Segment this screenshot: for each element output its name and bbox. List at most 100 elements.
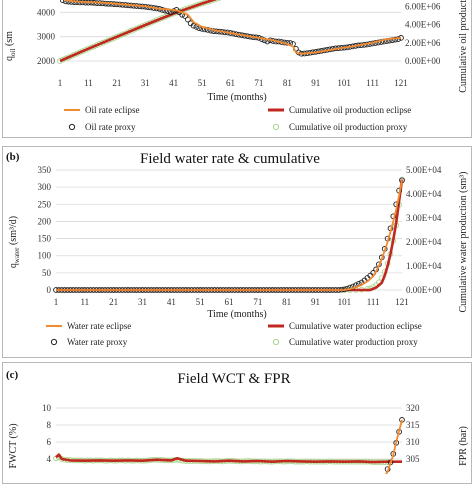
y-left-tick-label: 250 [38,199,52,209]
x-tick-label: 31 [141,78,150,88]
y-left-tick-label: 100 [38,251,52,261]
legend-label: Water rate proxy [67,337,128,347]
x-tick-label: 61 [226,78,235,88]
panel-oil: 2000300040005000 0.00E+002.00E+064.00E+0… [0,0,474,140]
data-point [60,0,65,3]
x-tick-label: 41 [167,297,176,307]
legend-label: Cumulative oil production eclipse [289,105,411,115]
x-tick-label: 81 [282,297,291,307]
x-tick-label: 11 [80,297,89,307]
y-left-tick-label: 8 [47,420,52,430]
y-left-tick-label: 0 [47,285,52,295]
chart-water-title: Field water rate & cumulative [140,151,320,167]
chart-water-right-ticks: 0.00E+00 1.00E+04 2.00E+04 3.00E+04 4.00E+04… [406,165,442,295]
chart-oil-ylabel-sub: oil [9,49,17,56]
x-tick-label: 81 [283,78,292,88]
y-left-tick-label: 150 [38,234,52,244]
chart-oil-ylabel-left: qoil (sm [4,31,17,61]
chart-oil-svg: 2000300040005000 0.00E+002.00E+064.00E+0… [0,0,474,140]
y-right-tick-label: 6.00E+06 [405,1,441,11]
y-left-tick-label: 6 [47,437,52,447]
chart-water-xlabel: Time (months) [207,309,266,320]
legend-marker [273,339,278,344]
panel-water: (b) Field water rate & cumulative 0 50 100… [0,146,474,358]
series-line [56,180,402,290]
y-right-tick-label: 0.00E+00 [406,285,442,295]
y-right-tick-label: 3.00E+04 [406,213,442,223]
series-water-rate-proxy [54,178,405,293]
y-right-tick-label: 4.00E+06 [405,20,441,30]
y-right-tick-label: 5.00E+04 [406,165,442,175]
chart-water-left-ticks: 0 50 100 150 200 250 300 350 [38,165,52,295]
legend-label: Oil rate proxy [85,122,136,132]
legend-label: Water rate eclipse [67,321,131,331]
x-tick-label: 101 [337,78,351,88]
chart-oil-legend: Oil rate eclipse Cumulative oil productio… [64,105,411,132]
x-tick-label: 91 [311,78,320,88]
y-left-tick-label: 350 [38,165,52,175]
x-tick-label: 31 [138,297,147,307]
x-tick-label: 71 [253,297,262,307]
x-tick-label: 51 [198,78,207,88]
chart-water-ylabel-right: Cumulative water production (sm³) [458,171,469,312]
chart-water-ylabel-sub: water [13,247,21,263]
chart-wct-fpr-grid [56,408,402,459]
chart-water-grid [56,170,402,290]
legend-label: Oil rate eclipse [85,105,139,115]
series-cumulative-water-production-eclipse [56,180,402,290]
x-tick-label: 91 [311,297,320,307]
x-tick-label: 121 [395,297,409,307]
y-left-tick-label: 10 [42,403,52,413]
chart-water-series [54,177,405,292]
y-right-tick-label: 2.00E+06 [405,38,441,48]
chart-oil-series [58,0,404,63]
chart-water-ylabel-unit: (sm³/d) [8,216,19,248]
y-right-tick-label: 0.00E+00 [405,56,441,66]
x-tick-label: 111 [366,78,379,88]
chart-water-ylabel-left: qwater (sm³/d) [8,216,21,268]
series-oil-rate-proxy [60,0,403,56]
y-right-tick-label: 315 [406,420,420,430]
legend-marker [273,124,278,129]
chart-oil-ylabel-right: Cumulative oil production [458,0,469,93]
x-tick-label: 61 [225,297,234,307]
x-tick-label: 41 [169,78,178,88]
x-tick-label: 121 [394,78,408,88]
y-left-tick-label: 3000 [37,32,56,42]
x-tick-label: 21 [112,78,121,88]
x-tick-label: 111 [367,297,380,307]
legend-label: Cumulative oil production proxy [289,122,408,132]
x-tick-label: 1 [58,78,63,88]
y-right-tick-label: 2.00E+04 [406,237,442,247]
chart-oil-ylabel-unit: (sm [4,31,15,49]
chart-oil-right-ticks: 0.00E+002.00E+064.00E+066.00E+068.00E+06 [405,0,441,66]
chart-water-svg: (b) Field water rate & cumulative 0 50 100… [0,146,474,358]
y-left-tick-label: 300 [38,182,52,192]
legend-marker [51,339,56,344]
y-left-tick-label: 2000 [37,56,56,66]
chart-wct-fpr-ylabel-left: FWCT (%) [8,423,19,468]
chart-oil-xlabel: Time (months) [207,92,266,103]
y-right-tick-label: 4.00E+04 [406,189,442,199]
y-right-tick-label: 310 [406,437,420,447]
chart-wct-fpr-panel-label: (c) [6,369,19,381]
y-left-tick-label: 200 [38,216,52,226]
x-tick-label: 101 [338,297,352,307]
y-left-tick-label: 4 [47,454,52,464]
chart-water-panel-label: (b) [6,151,20,163]
x-tick-label: 51 [196,297,205,307]
y-right-tick-label: 1.00E+04 [406,261,442,271]
series-water-rate-eclipse [56,180,402,290]
chart-oil-left-ticks: 2000300040005000 [37,0,56,66]
chart-wct-fpr-ylabel-right: FPR (bar) [458,426,469,466]
x-tick-label: 11 [84,78,93,88]
y-left-tick-label: 50 [42,268,52,278]
series-line [60,0,401,54]
chart-wct-fpr-title: Field WCT & FPR [177,371,290,387]
